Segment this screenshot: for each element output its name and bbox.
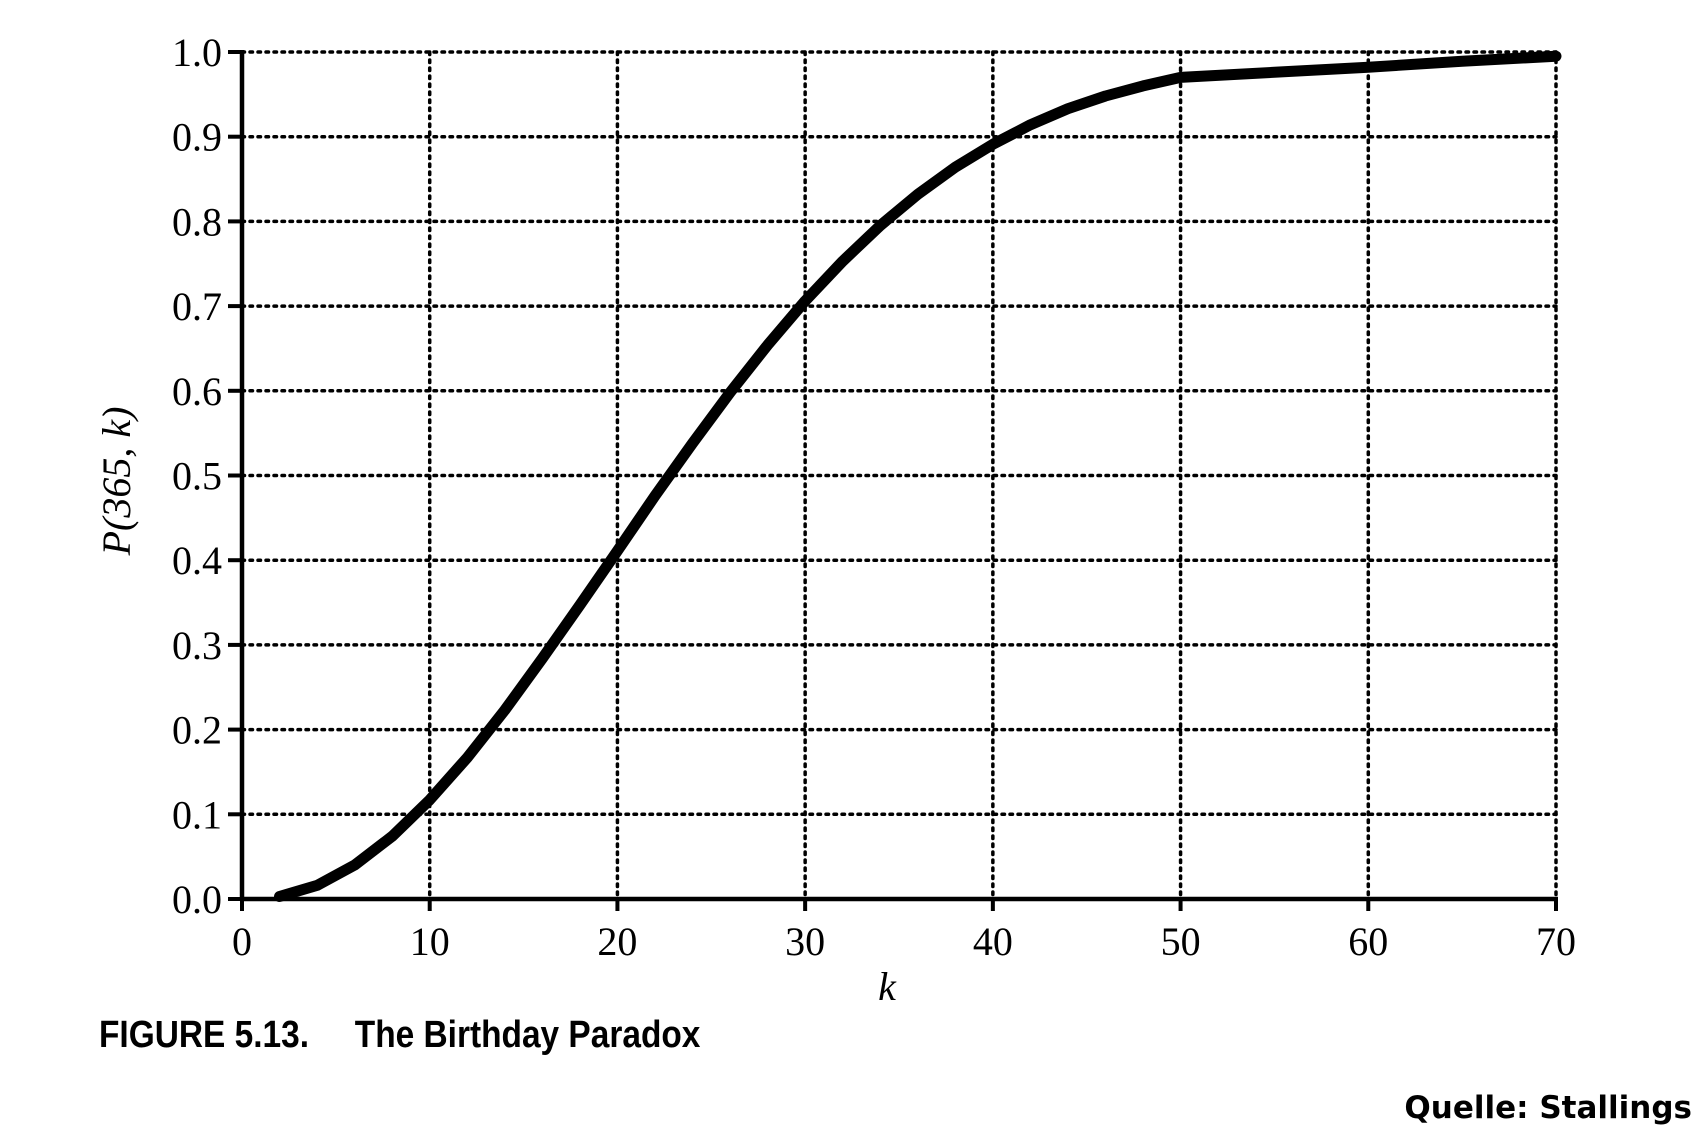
tick-label-x-60: 60 [1348,919,1388,964]
tick-label-y-0.9: 0.9 [172,115,222,160]
y-axis-ticks: 0.0 0.1 0.2 0.3 0.4 0.5 0.6 0.7 0.8 0.9 1.0 [172,30,242,922]
tick-label-x-10: 10 [410,919,450,964]
tick-label-y-0.1: 0.1 [172,792,222,837]
tick-label-x-70: 70 [1536,919,1576,964]
tick-label-y-0.5: 0.5 [172,454,222,499]
tick-label-y-0.0: 0.0 [172,877,222,922]
tick-label-y-0.6: 0.6 [172,369,222,414]
figure-label: FIGURE 5.13. [99,1014,310,1056]
x-axis-ticks: 0 10 20 30 40 50 60 70 [232,899,1576,964]
tick-label-x-30: 30 [785,919,825,964]
x-axis-label: k [878,964,897,1009]
y-axis-label: P(365, k) [94,407,139,557]
figure-title: The Birthday Paradox [354,1014,701,1056]
series-line-0 [274,50,1562,902]
figure-caption: FIGURE 5.13. The Birthday Paradox [99,1014,700,1057]
tick-label-y-0.3: 0.3 [172,623,222,668]
tick-label-x-0: 0 [232,919,252,964]
tick-label-y-0.7: 0.7 [172,284,222,329]
source-note: Quelle: Stallings [1404,1090,1692,1126]
tick-label-y-1.0: 1.0 [172,30,222,75]
series-group [274,50,1562,902]
tick-label-y-0.4: 0.4 [172,538,222,583]
tick-label-x-40: 40 [973,919,1013,964]
tick-label-x-20: 20 [597,919,637,964]
tick-label-x-50: 50 [1161,919,1201,964]
horizontal-gridlines [240,50,1558,817]
tick-label-y-0.2: 0.2 [172,708,222,753]
tick-label-y-0.8: 0.8 [172,199,222,244]
